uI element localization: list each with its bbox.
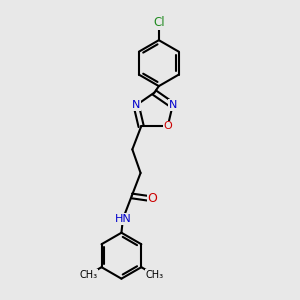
Text: HN: HN	[115, 214, 131, 224]
Text: O: O	[163, 122, 172, 131]
Text: N: N	[169, 100, 177, 110]
Text: CH₃: CH₃	[146, 270, 164, 280]
Text: CH₃: CH₃	[79, 270, 98, 280]
Text: N: N	[132, 100, 140, 110]
Text: O: O	[147, 192, 157, 206]
Text: Cl: Cl	[153, 16, 165, 29]
